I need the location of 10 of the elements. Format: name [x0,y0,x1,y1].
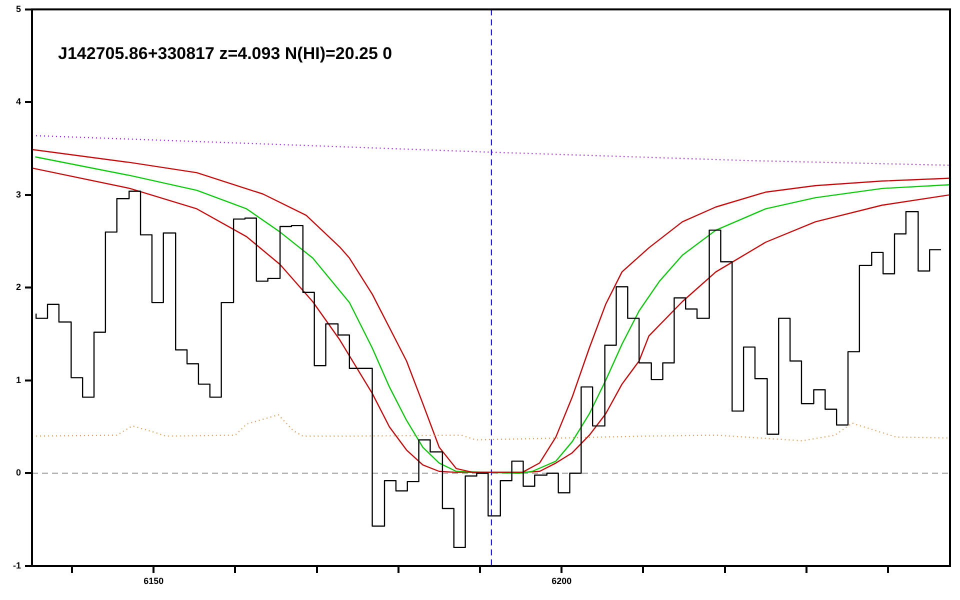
y-tick-label: 4 [16,96,21,107]
y-tick-label: 5 [16,4,21,14]
text: J142705.86+330817 z=4.093 N(HI)=20.25 0 [58,44,392,64]
y-tick-label: 1 [16,374,21,385]
y-tick-label: 3 [16,189,21,200]
y-tick-label: 2 [16,282,21,292]
x-tick-label: 6200 [552,576,572,586]
y-tick-label: -1 [12,560,21,570]
y-tick-label: 0 [16,468,21,478]
x-tick-label: 6150 [144,576,164,586]
